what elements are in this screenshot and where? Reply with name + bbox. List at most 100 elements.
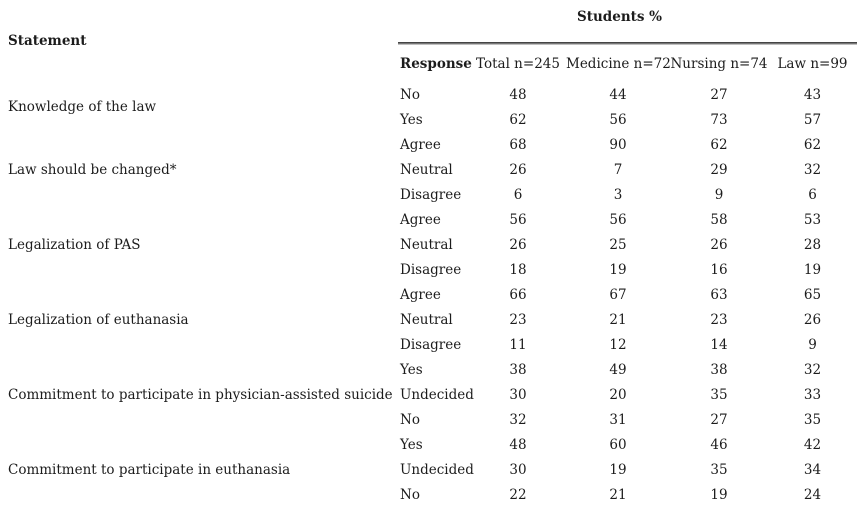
value-cell: 26 (509, 161, 527, 178)
response-cell: Yes (400, 361, 423, 378)
column-header-row: Response Total n=245 Medicine n=72 Nursi… (0, 45, 857, 82)
value-cell: 57 (803, 111, 822, 128)
value-cell: 18 (509, 261, 527, 278)
value-cell: 19 (609, 261, 627, 278)
value-cell: 9 (714, 186, 724, 203)
value-cell: 38 (509, 361, 527, 378)
response-cell: Undecided (400, 461, 474, 478)
value-cell: 53 (803, 211, 822, 228)
response-cell: Agree (400, 286, 441, 303)
value-cell: 23 (509, 311, 527, 328)
response-cell: Disagree (400, 186, 462, 203)
value-cell: 44 (609, 86, 627, 103)
response-cell: Undecided (400, 386, 474, 403)
response-cell: Neutral (400, 161, 453, 178)
response-cell: No (400, 86, 420, 103)
value-cell: 58 (710, 211, 728, 228)
table-row: Commitment to participate in physician-a… (0, 357, 857, 403)
value-cell: 12 (609, 336, 627, 353)
response-cell: Yes (400, 436, 423, 453)
value-cell: 23 (710, 311, 728, 328)
response-cell: No (400, 486, 420, 503)
statement-cell: Knowledge of the law (8, 99, 157, 115)
value-cell: 26 (710, 236, 728, 253)
value-cell: 27 (710, 86, 728, 103)
value-cell: 90 (609, 136, 627, 153)
value-cell: 62 (803, 136, 822, 153)
value-cell: 56 (509, 211, 527, 228)
value-cell: 24 (803, 486, 822, 503)
value-cell: 56 (609, 211, 627, 228)
value-cell: 33 (803, 386, 822, 403)
table-row: No 32 31 27 35 (0, 407, 857, 432)
table-body: Knowledge of the law No 48 44 27 43 Yes 62 56 73 5… (0, 82, 857, 507)
value-cell: 38 (710, 361, 728, 378)
table-row: Yes 62 56 73 57 (0, 107, 857, 132)
value-cell: 46 (710, 436, 728, 453)
table-row: Knowledge of the law No 48 44 27 43 (0, 82, 857, 116)
value-cell: 48 (509, 436, 527, 453)
statement-cell: Commitment to participate in euthanasia (8, 461, 291, 478)
table-row: Neutral 26 7 29 32 (0, 157, 857, 182)
value-cell: 19 (609, 461, 627, 478)
value-cell: 14 (710, 336, 728, 353)
statement-cell: Legalization of euthanasia (8, 311, 189, 328)
value-cell: 26 (509, 236, 527, 253)
response-cell: Disagree (400, 336, 462, 353)
response-cell: Neutral (400, 236, 453, 253)
value-cell: 60 (609, 436, 627, 453)
value-cell: 32 (509, 411, 527, 428)
law-column-header: Law n=99 (777, 55, 848, 72)
value-cell: 30 (509, 386, 527, 403)
response-cell: Agree (400, 136, 441, 153)
spanner-header-row: Statement Students % (0, 0, 857, 49)
value-cell: 20 (609, 386, 627, 403)
value-cell: 73 (710, 111, 728, 128)
value-cell: 62 (509, 111, 527, 128)
value-cell: 66 (509, 286, 527, 303)
table-row: Legalization of euthanasia Agree 66 67 63 65 (0, 282, 857, 328)
value-cell: 65 (803, 286, 822, 303)
value-cell: 30 (509, 461, 527, 478)
value-cell: 48 (509, 86, 527, 103)
statement-cell: Law should be changed* (8, 161, 177, 178)
value-cell: 34 (803, 461, 822, 478)
value-cell: 56 (609, 111, 627, 128)
value-cell: 26 (803, 311, 822, 328)
medicine-column-header: Medicine n=72 (566, 55, 671, 72)
value-cell: 3 (613, 186, 623, 203)
value-cell: 29 (710, 161, 728, 178)
value-cell: 35 (710, 461, 728, 478)
response-cell: Neutral (400, 311, 453, 328)
value-cell: 35 (710, 386, 728, 403)
statement-cell: Legalization of PAS (8, 236, 141, 253)
table-row: Undecided 30 19 35 34 (0, 457, 857, 482)
value-cell: 7 (613, 161, 623, 178)
value-cell: 16 (710, 261, 728, 278)
value-cell: 27 (710, 411, 728, 428)
value-cell: 25 (609, 236, 627, 253)
nursing-column-header: Nursing n=74 (670, 55, 768, 72)
value-cell: 21 (609, 486, 627, 503)
value-cell: 35 (803, 411, 822, 428)
table-row: Disagree 6 3 9 6 (0, 182, 857, 207)
response-column-header: Response (400, 55, 472, 72)
value-cell: 28 (803, 236, 822, 253)
table-row: Undecided 30 20 35 33 (0, 382, 857, 407)
value-cell: 43 (803, 86, 822, 103)
response-cell: Agree (400, 211, 441, 228)
table-row: Neutral 26 25 26 28 (0, 232, 857, 257)
table-row: Law should be changed* Agree 68 90 62 62 (0, 132, 857, 178)
value-cell: 67 (609, 286, 627, 303)
value-cell: 19 (803, 261, 822, 278)
table-row: No 22 21 19 24 (0, 482, 857, 507)
students-percent-spanner-header: Students % (398, 0, 857, 45)
value-cell: 32 (803, 361, 822, 378)
value-cell: 68 (509, 136, 527, 153)
table-row: Legalization of PAS Agree 56 56 58 53 (0, 207, 857, 253)
value-cell: 6 (513, 186, 523, 203)
response-cell: Disagree (400, 261, 462, 278)
response-cell: Yes (400, 111, 423, 128)
table-row: Disagree 11 12 14 9 (0, 332, 857, 357)
